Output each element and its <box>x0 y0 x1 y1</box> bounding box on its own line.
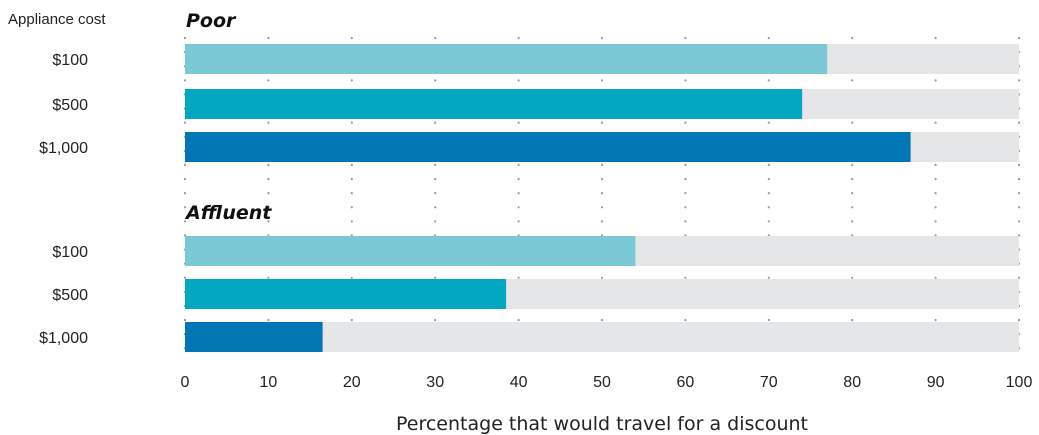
x-tick-label: 10 <box>260 374 278 391</box>
group-title: Poor <box>186 10 237 32</box>
bar <box>185 322 323 352</box>
x-tick-label: 100 <box>1006 374 1033 391</box>
bar-track <box>185 322 1019 352</box>
category-label: $500 <box>52 287 88 304</box>
category-label: $1,000 <box>39 330 88 347</box>
bar <box>185 236 636 266</box>
x-tick-label: 30 <box>426 374 444 391</box>
x-tick-label: 70 <box>760 374 778 391</box>
category-label: $1,000 <box>39 140 88 157</box>
bar <box>185 132 911 162</box>
y-axis-header: Appliance cost <box>8 11 106 28</box>
x-axis-title: Percentage that would travel for a disco… <box>396 413 808 435</box>
bar <box>185 44 828 74</box>
x-tick-label: 50 <box>593 374 611 391</box>
bar <box>185 279 507 309</box>
category-label: $100 <box>52 244 88 261</box>
bars <box>185 44 1019 352</box>
x-tick-label: 40 <box>510 374 528 391</box>
bar <box>185 89 803 119</box>
x-tick-label: 0 <box>181 374 190 391</box>
x-axis-ticks: 0 10 20 30 40 50 60 70 80 90 100 <box>181 374 1033 391</box>
x-tick-label: 80 <box>843 374 861 391</box>
x-tick-label: 60 <box>677 374 695 391</box>
category-label: $100 <box>52 52 88 69</box>
group-title: Affluent <box>184 202 272 224</box>
x-tick-label: 90 <box>927 374 945 391</box>
x-tick-label: 20 <box>343 374 361 391</box>
category-label: $500 <box>52 97 88 114</box>
category-labels: Poor $100 $500 $1,000 Affluent $100 $500 $1,000 <box>39 10 272 347</box>
